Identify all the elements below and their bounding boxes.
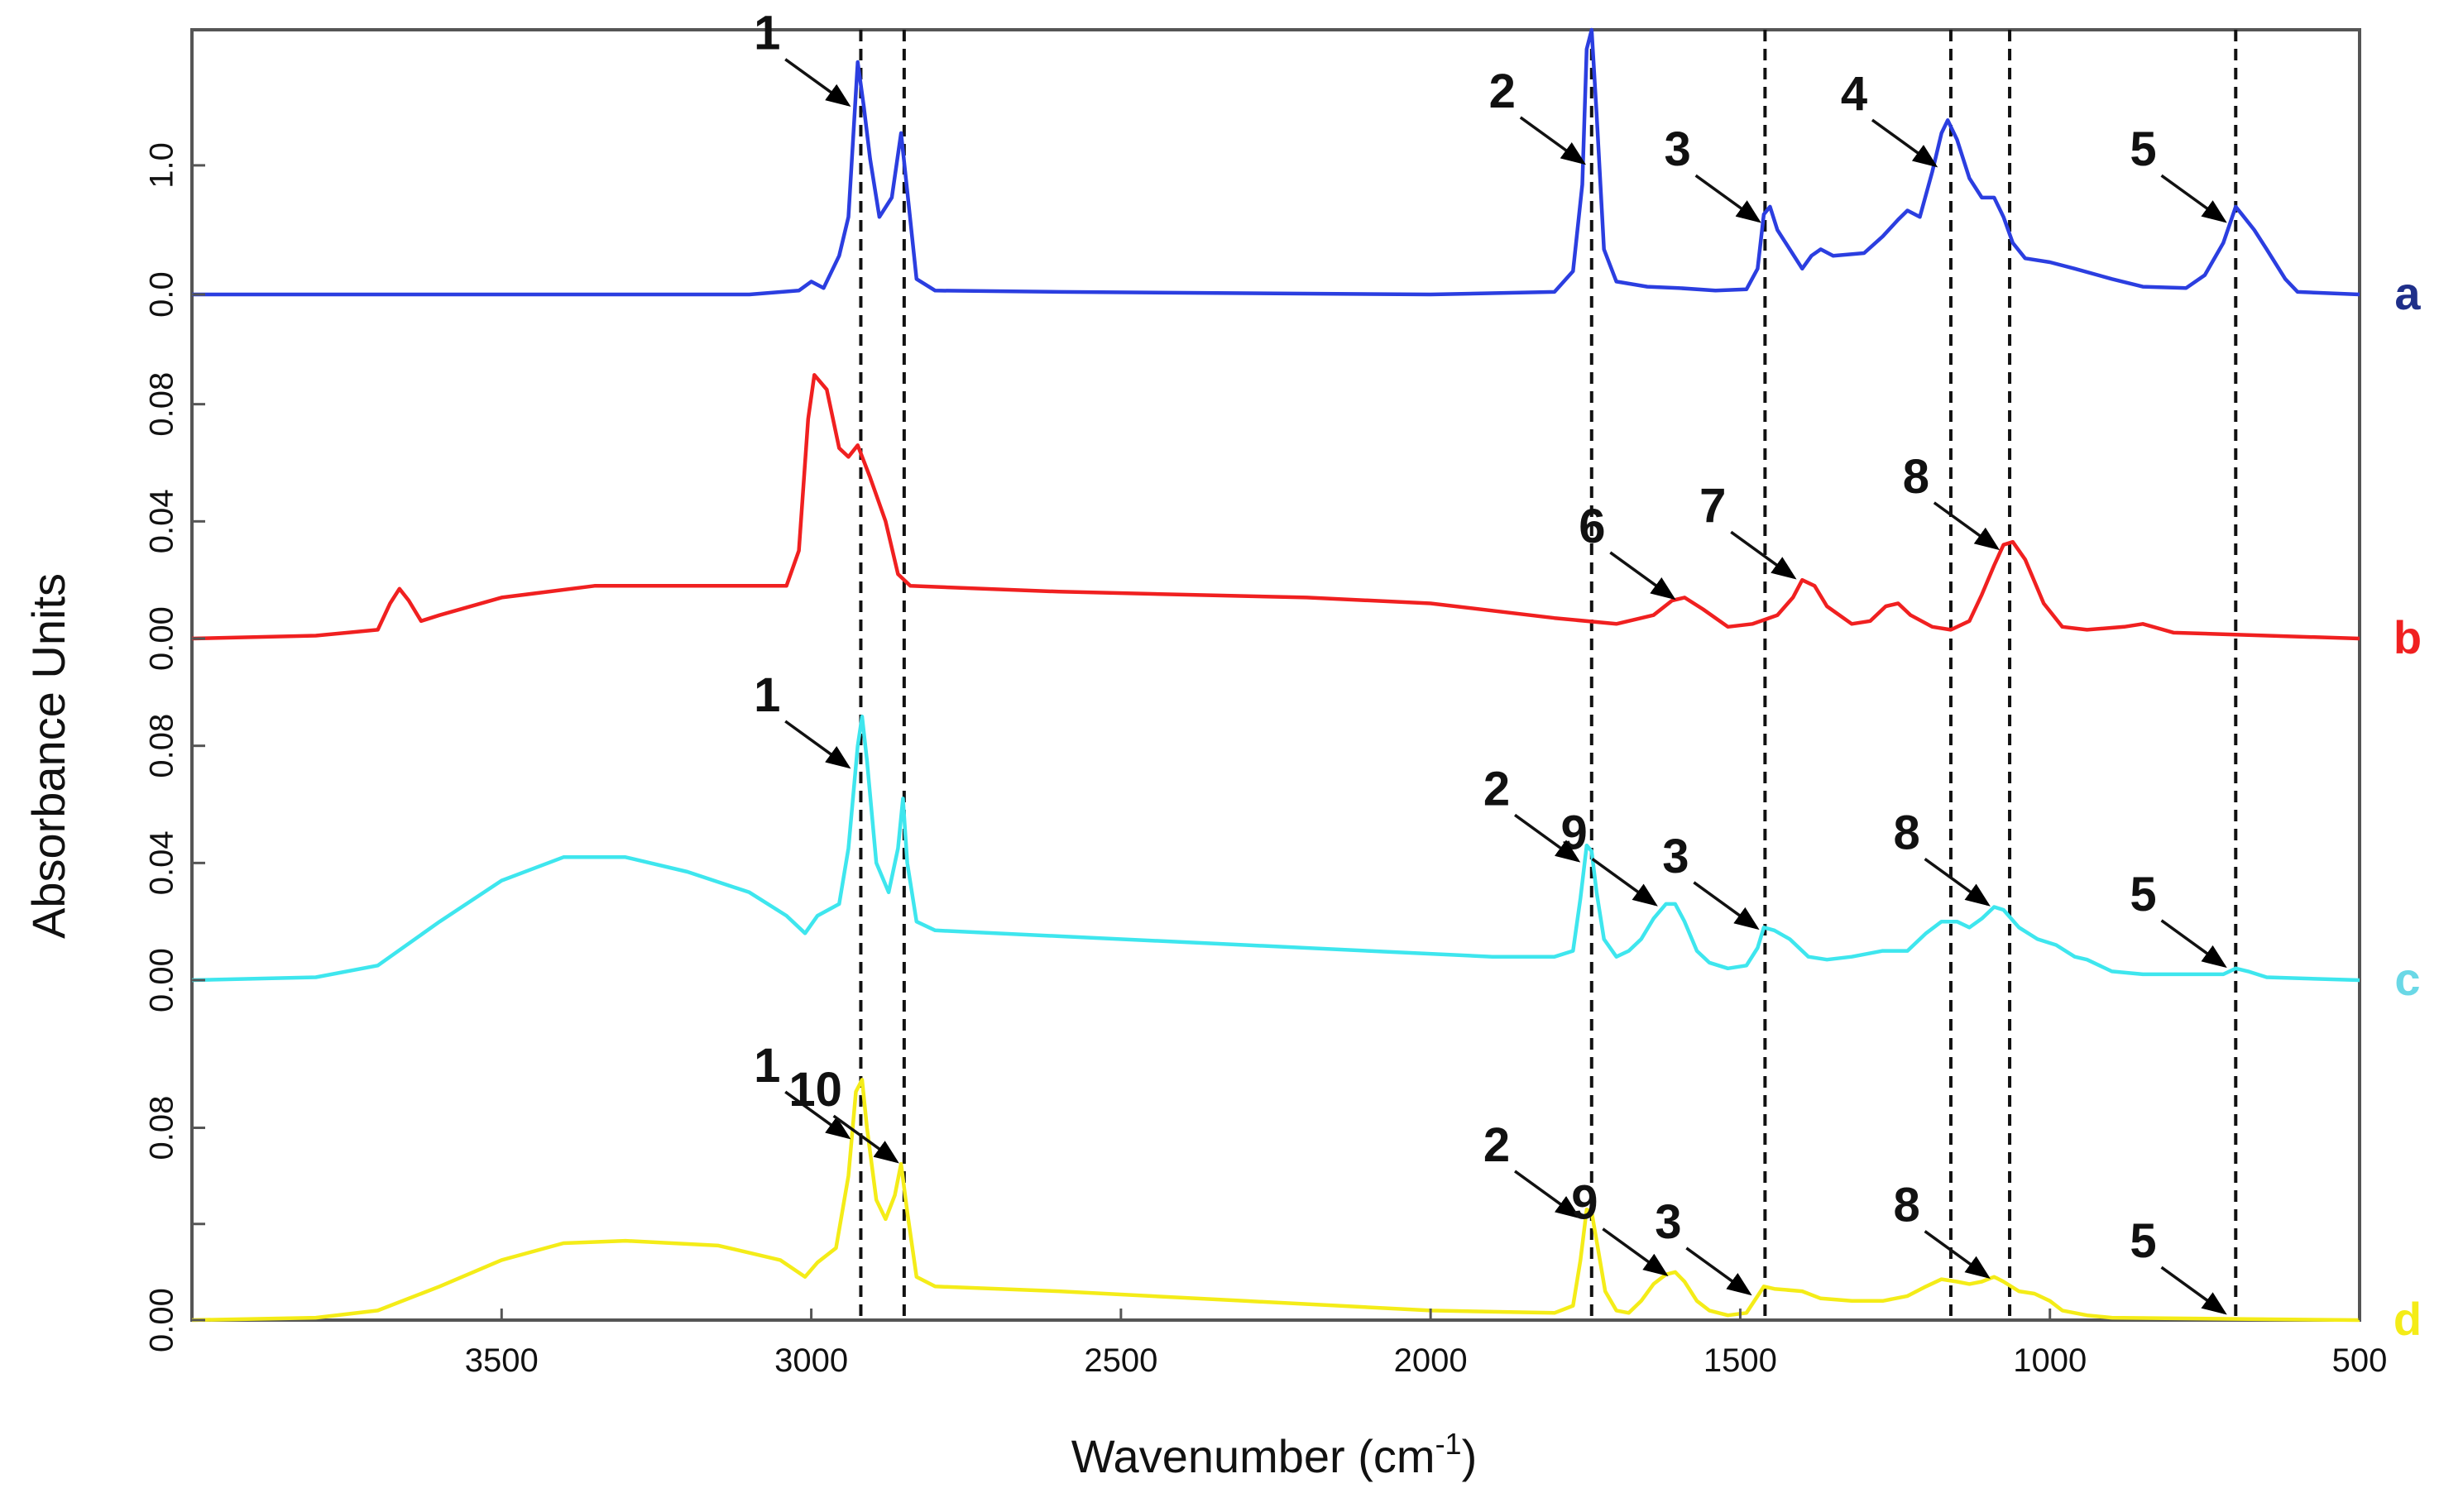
annotation-label: 4 xyxy=(1841,67,1867,121)
annotation-label: 8 xyxy=(1893,1179,1919,1232)
series-label-c: c xyxy=(2394,953,2420,1005)
reference-lines xyxy=(859,30,2238,1320)
annotation-label: 1 xyxy=(754,1039,780,1093)
series-a-line xyxy=(192,27,2360,297)
x-axis-title: Wavenumber (cm-1) xyxy=(1071,1427,1477,1482)
annotation-arrow xyxy=(1602,1227,1669,1277)
annotation-arrow xyxy=(1609,551,1676,600)
annotation-label: 1 xyxy=(754,668,780,722)
annotation-label: 5 xyxy=(2130,1214,2156,1268)
y-tick-label: 0.04 xyxy=(144,489,180,553)
y-tick-label: 0.0 xyxy=(144,271,180,318)
annotation-label: 1 xyxy=(754,7,780,60)
series-layer xyxy=(191,27,2360,1323)
annotation-arrow xyxy=(784,720,851,769)
annotation-arrow xyxy=(784,58,851,108)
annotation-label: 2 xyxy=(1489,65,1516,118)
y-tick-label: 0.00 xyxy=(144,948,180,1012)
annotation-arrow xyxy=(1519,116,1587,165)
annotation-arrow xyxy=(1871,118,1938,168)
x-tick-label: 1000 xyxy=(2013,1342,2087,1379)
x-tick-label: 2000 xyxy=(1394,1342,1468,1379)
x-tick-label: 1500 xyxy=(1703,1342,1777,1379)
annotation-label: 3 xyxy=(1662,830,1689,883)
annotation-arrow xyxy=(1933,501,2001,551)
y-tick-label: 0.00 xyxy=(144,606,180,671)
series-label-a: a xyxy=(2394,267,2421,319)
x-tick-label: 500 xyxy=(2332,1342,2388,1379)
annotation-arrow xyxy=(1694,174,1761,223)
annotation-label: 8 xyxy=(1903,450,1929,504)
y-tick-label: 0.00 xyxy=(144,1288,180,1352)
series-c-line xyxy=(191,715,2360,983)
annotation-arrow xyxy=(2160,174,2227,223)
y-tick-label: 0.08 xyxy=(144,714,180,778)
x-tick-label: 2500 xyxy=(1084,1342,1157,1379)
y-tick-label: 0.08 xyxy=(144,372,180,437)
y-tick-label: 0.04 xyxy=(144,830,180,895)
series-b-line xyxy=(191,373,2360,641)
annotation-arrow xyxy=(2160,919,2227,969)
annotation-arrow xyxy=(1693,881,1760,931)
annotation-label: 8 xyxy=(1893,806,1919,859)
annotation-arrow xyxy=(1924,1230,1991,1279)
annotation-label: 10 xyxy=(788,1063,842,1117)
annotation-label: 5 xyxy=(2130,122,2156,176)
annotation-label: 3 xyxy=(1655,1195,1681,1249)
x-ticks: 3500 3000 2500 2000 1500 1000 500 xyxy=(465,1309,2388,1379)
series-label-d: d xyxy=(2394,1293,2422,1345)
y-axis-title: Absorbance Units xyxy=(22,573,74,939)
annotation-arrow xyxy=(1591,858,1658,907)
series-d-line xyxy=(191,1078,2360,1323)
annotation-label: 7 xyxy=(1699,479,1726,533)
x-tick-label: 3000 xyxy=(774,1342,848,1379)
y-tick-label: 0.08 xyxy=(144,1096,180,1160)
y-tick-label: 1.0 xyxy=(144,142,180,189)
annotation-arrow xyxy=(832,1114,899,1164)
plot-frame xyxy=(190,28,2361,1322)
annotation-arrow xyxy=(1514,813,1581,863)
annotation-label: 5 xyxy=(2130,868,2156,921)
annotation-label: 2 xyxy=(1483,1118,1510,1172)
series-label-b: b xyxy=(2394,611,2422,663)
annotation-label: 9 xyxy=(1571,1176,1598,1230)
annotation-arrow xyxy=(1685,1246,1752,1296)
annotation-label: 6 xyxy=(1579,500,1605,553)
x-tick-label: 3500 xyxy=(465,1342,539,1379)
annotation-arrow xyxy=(2160,1266,2227,1315)
y-ticks: 0.0 1.0 0.00 0.04 0.08 0.00 0.04 0.08 0.00 0.08 xyxy=(144,142,205,1352)
series-labels: a b c d xyxy=(2394,267,2422,1345)
annotation-arrow xyxy=(1730,530,1797,580)
annotation-arrow xyxy=(784,1090,851,1140)
annotation-arrow xyxy=(1924,858,1991,907)
annotation-arrow xyxy=(1514,1170,1581,1219)
annotation-label: 2 xyxy=(1483,762,1510,816)
annotation-label: 3 xyxy=(1664,122,1690,176)
